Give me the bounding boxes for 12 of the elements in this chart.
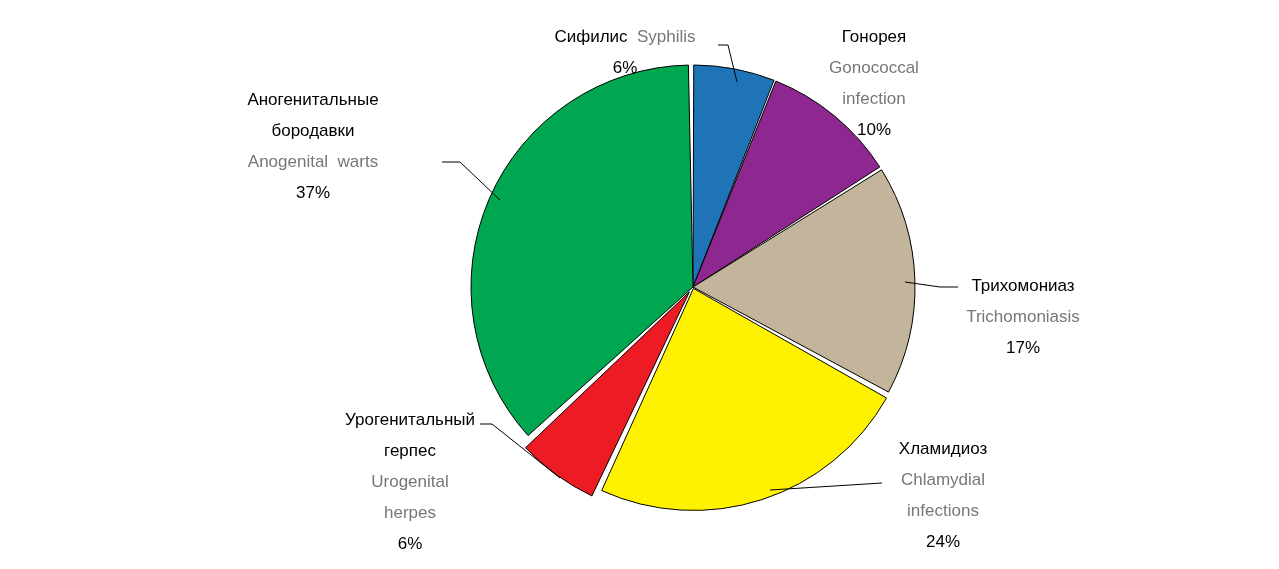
- data-label: 6%: [612, 57, 638, 77]
- data-label: 10%: [856, 119, 892, 139]
- slice-label: Трихомониаз Trichomoniasis: [966, 275, 1080, 326]
- slice-label: Гонорея Gonococcal infection: [829, 26, 919, 108]
- data-label: 37%: [295, 182, 331, 202]
- slice-label: Урогенитальный герпес Urogenital herpes: [344, 409, 476, 522]
- slice-label: Аногенитальные бородавки Anogenital warts: [247, 89, 379, 171]
- data-label: 24%: [925, 531, 961, 551]
- data-label: 6%: [397, 533, 423, 553]
- slice-label: Хламидиоз Chlamydial infections: [898, 438, 988, 520]
- data-label: 17%: [1005, 337, 1041, 357]
- slice-label: Сифилис Syphilis: [554, 26, 696, 46]
